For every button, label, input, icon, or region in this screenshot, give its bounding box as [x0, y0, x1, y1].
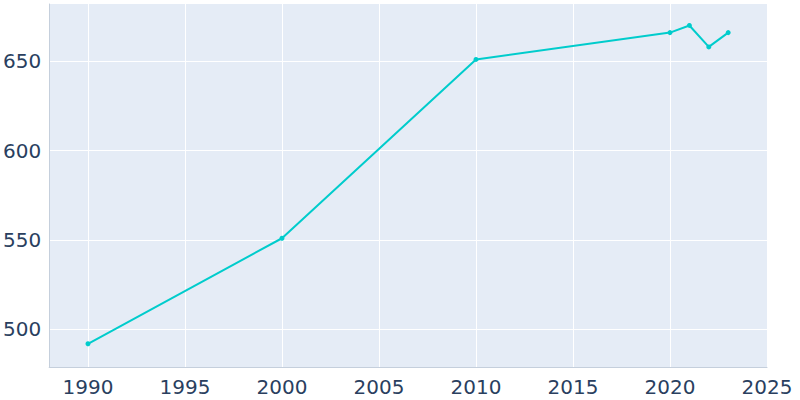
svg-text:2005: 2005 — [354, 375, 405, 399]
svg-text:600: 600 — [3, 139, 41, 163]
svg-text:1990: 1990 — [63, 375, 114, 399]
svg-text:500: 500 — [3, 317, 41, 341]
svg-text:1995: 1995 — [160, 375, 211, 399]
svg-text:2025: 2025 — [742, 375, 793, 399]
svg-text:2020: 2020 — [645, 375, 696, 399]
svg-text:2015: 2015 — [548, 375, 599, 399]
svg-text:2000: 2000 — [257, 375, 308, 399]
svg-text:550: 550 — [3, 228, 41, 252]
svg-text:2010: 2010 — [451, 375, 502, 399]
svg-text:650: 650 — [3, 49, 41, 73]
